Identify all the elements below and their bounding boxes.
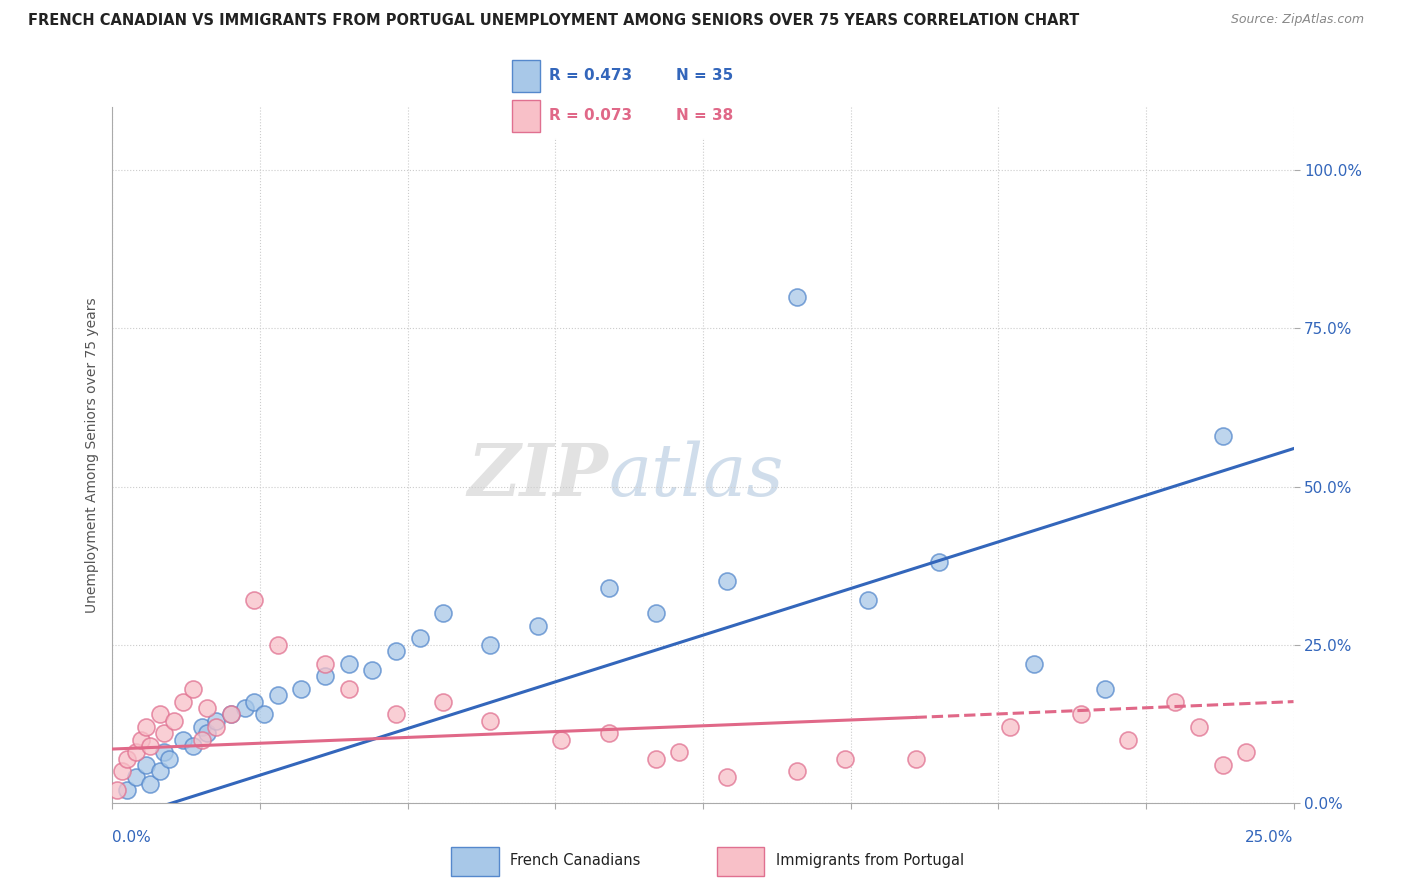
Point xyxy=(105,783,128,797)
Point xyxy=(163,714,186,728)
Point xyxy=(408,632,430,646)
Text: Source: ZipAtlas.com: Source: ZipAtlas.com xyxy=(1230,13,1364,27)
Text: 0.0%: 0.0% xyxy=(112,830,152,845)
Point xyxy=(526,618,548,632)
Point xyxy=(172,732,194,747)
Point xyxy=(786,290,808,304)
Point xyxy=(314,669,336,683)
Bar xyxy=(512,100,540,132)
Point xyxy=(928,556,950,570)
Point xyxy=(149,764,172,779)
Point xyxy=(716,574,738,589)
Point xyxy=(153,745,176,759)
Point xyxy=(125,745,148,759)
Point xyxy=(385,707,408,722)
Point xyxy=(644,751,666,765)
Text: R = 0.073: R = 0.073 xyxy=(550,108,633,123)
Point xyxy=(834,751,856,765)
Point xyxy=(290,681,312,696)
Point xyxy=(135,720,157,734)
Text: N = 35: N = 35 xyxy=(676,68,734,83)
Point xyxy=(858,593,880,607)
Point xyxy=(139,777,162,791)
Text: Immigrants from Portugal: Immigrants from Portugal xyxy=(776,854,965,868)
Point xyxy=(111,764,134,779)
Bar xyxy=(451,847,499,876)
Point xyxy=(129,732,152,747)
Point xyxy=(181,681,204,696)
Point xyxy=(598,581,620,595)
Point xyxy=(243,593,266,607)
Point xyxy=(1234,745,1257,759)
Point xyxy=(195,701,218,715)
Point xyxy=(904,751,927,765)
Point xyxy=(337,681,360,696)
Point xyxy=(115,783,138,797)
Point xyxy=(337,657,360,671)
Point xyxy=(998,720,1021,734)
Point xyxy=(157,751,180,765)
Bar xyxy=(717,847,765,876)
Point xyxy=(181,739,204,753)
Point xyxy=(668,745,690,759)
Point xyxy=(172,695,194,709)
Point xyxy=(267,688,290,702)
Point xyxy=(644,606,666,620)
Point xyxy=(479,638,502,652)
Text: French Canadians: French Canadians xyxy=(510,854,641,868)
Point xyxy=(1188,720,1211,734)
Point xyxy=(1094,681,1116,696)
Point xyxy=(115,751,138,765)
Point xyxy=(153,726,176,740)
Point xyxy=(1212,429,1234,443)
Point xyxy=(149,707,172,722)
Point xyxy=(361,663,384,677)
Text: R = 0.473: R = 0.473 xyxy=(550,68,633,83)
Point xyxy=(385,644,408,658)
Text: 25.0%: 25.0% xyxy=(1246,830,1294,845)
Text: N = 38: N = 38 xyxy=(676,108,734,123)
Point xyxy=(432,606,454,620)
Point xyxy=(716,771,738,785)
Point xyxy=(267,638,290,652)
Point xyxy=(219,707,242,722)
Point xyxy=(139,739,162,753)
Point xyxy=(135,757,157,772)
Point xyxy=(314,657,336,671)
Point xyxy=(550,732,572,747)
Bar xyxy=(512,60,540,92)
Point xyxy=(1070,707,1092,722)
Point xyxy=(233,701,256,715)
Text: ZIP: ZIP xyxy=(468,441,609,511)
Point xyxy=(205,714,228,728)
Point xyxy=(598,726,620,740)
Point xyxy=(191,720,214,734)
FancyBboxPatch shape xyxy=(503,52,818,140)
Point xyxy=(243,695,266,709)
Text: atlas: atlas xyxy=(609,441,785,511)
Point xyxy=(195,726,218,740)
Point xyxy=(432,695,454,709)
Point xyxy=(205,720,228,734)
Text: FRENCH CANADIAN VS IMMIGRANTS FROM PORTUGAL UNEMPLOYMENT AMONG SENIORS OVER 75 Y: FRENCH CANADIAN VS IMMIGRANTS FROM PORTU… xyxy=(28,13,1080,29)
Point xyxy=(253,707,276,722)
Point xyxy=(1212,757,1234,772)
Point xyxy=(1116,732,1139,747)
Point xyxy=(125,771,148,785)
Point xyxy=(219,707,242,722)
Y-axis label: Unemployment Among Seniors over 75 years: Unemployment Among Seniors over 75 years xyxy=(86,297,100,613)
Point xyxy=(786,764,808,779)
Point xyxy=(1022,657,1045,671)
Point xyxy=(1164,695,1187,709)
Point xyxy=(479,714,502,728)
Point xyxy=(191,732,214,747)
